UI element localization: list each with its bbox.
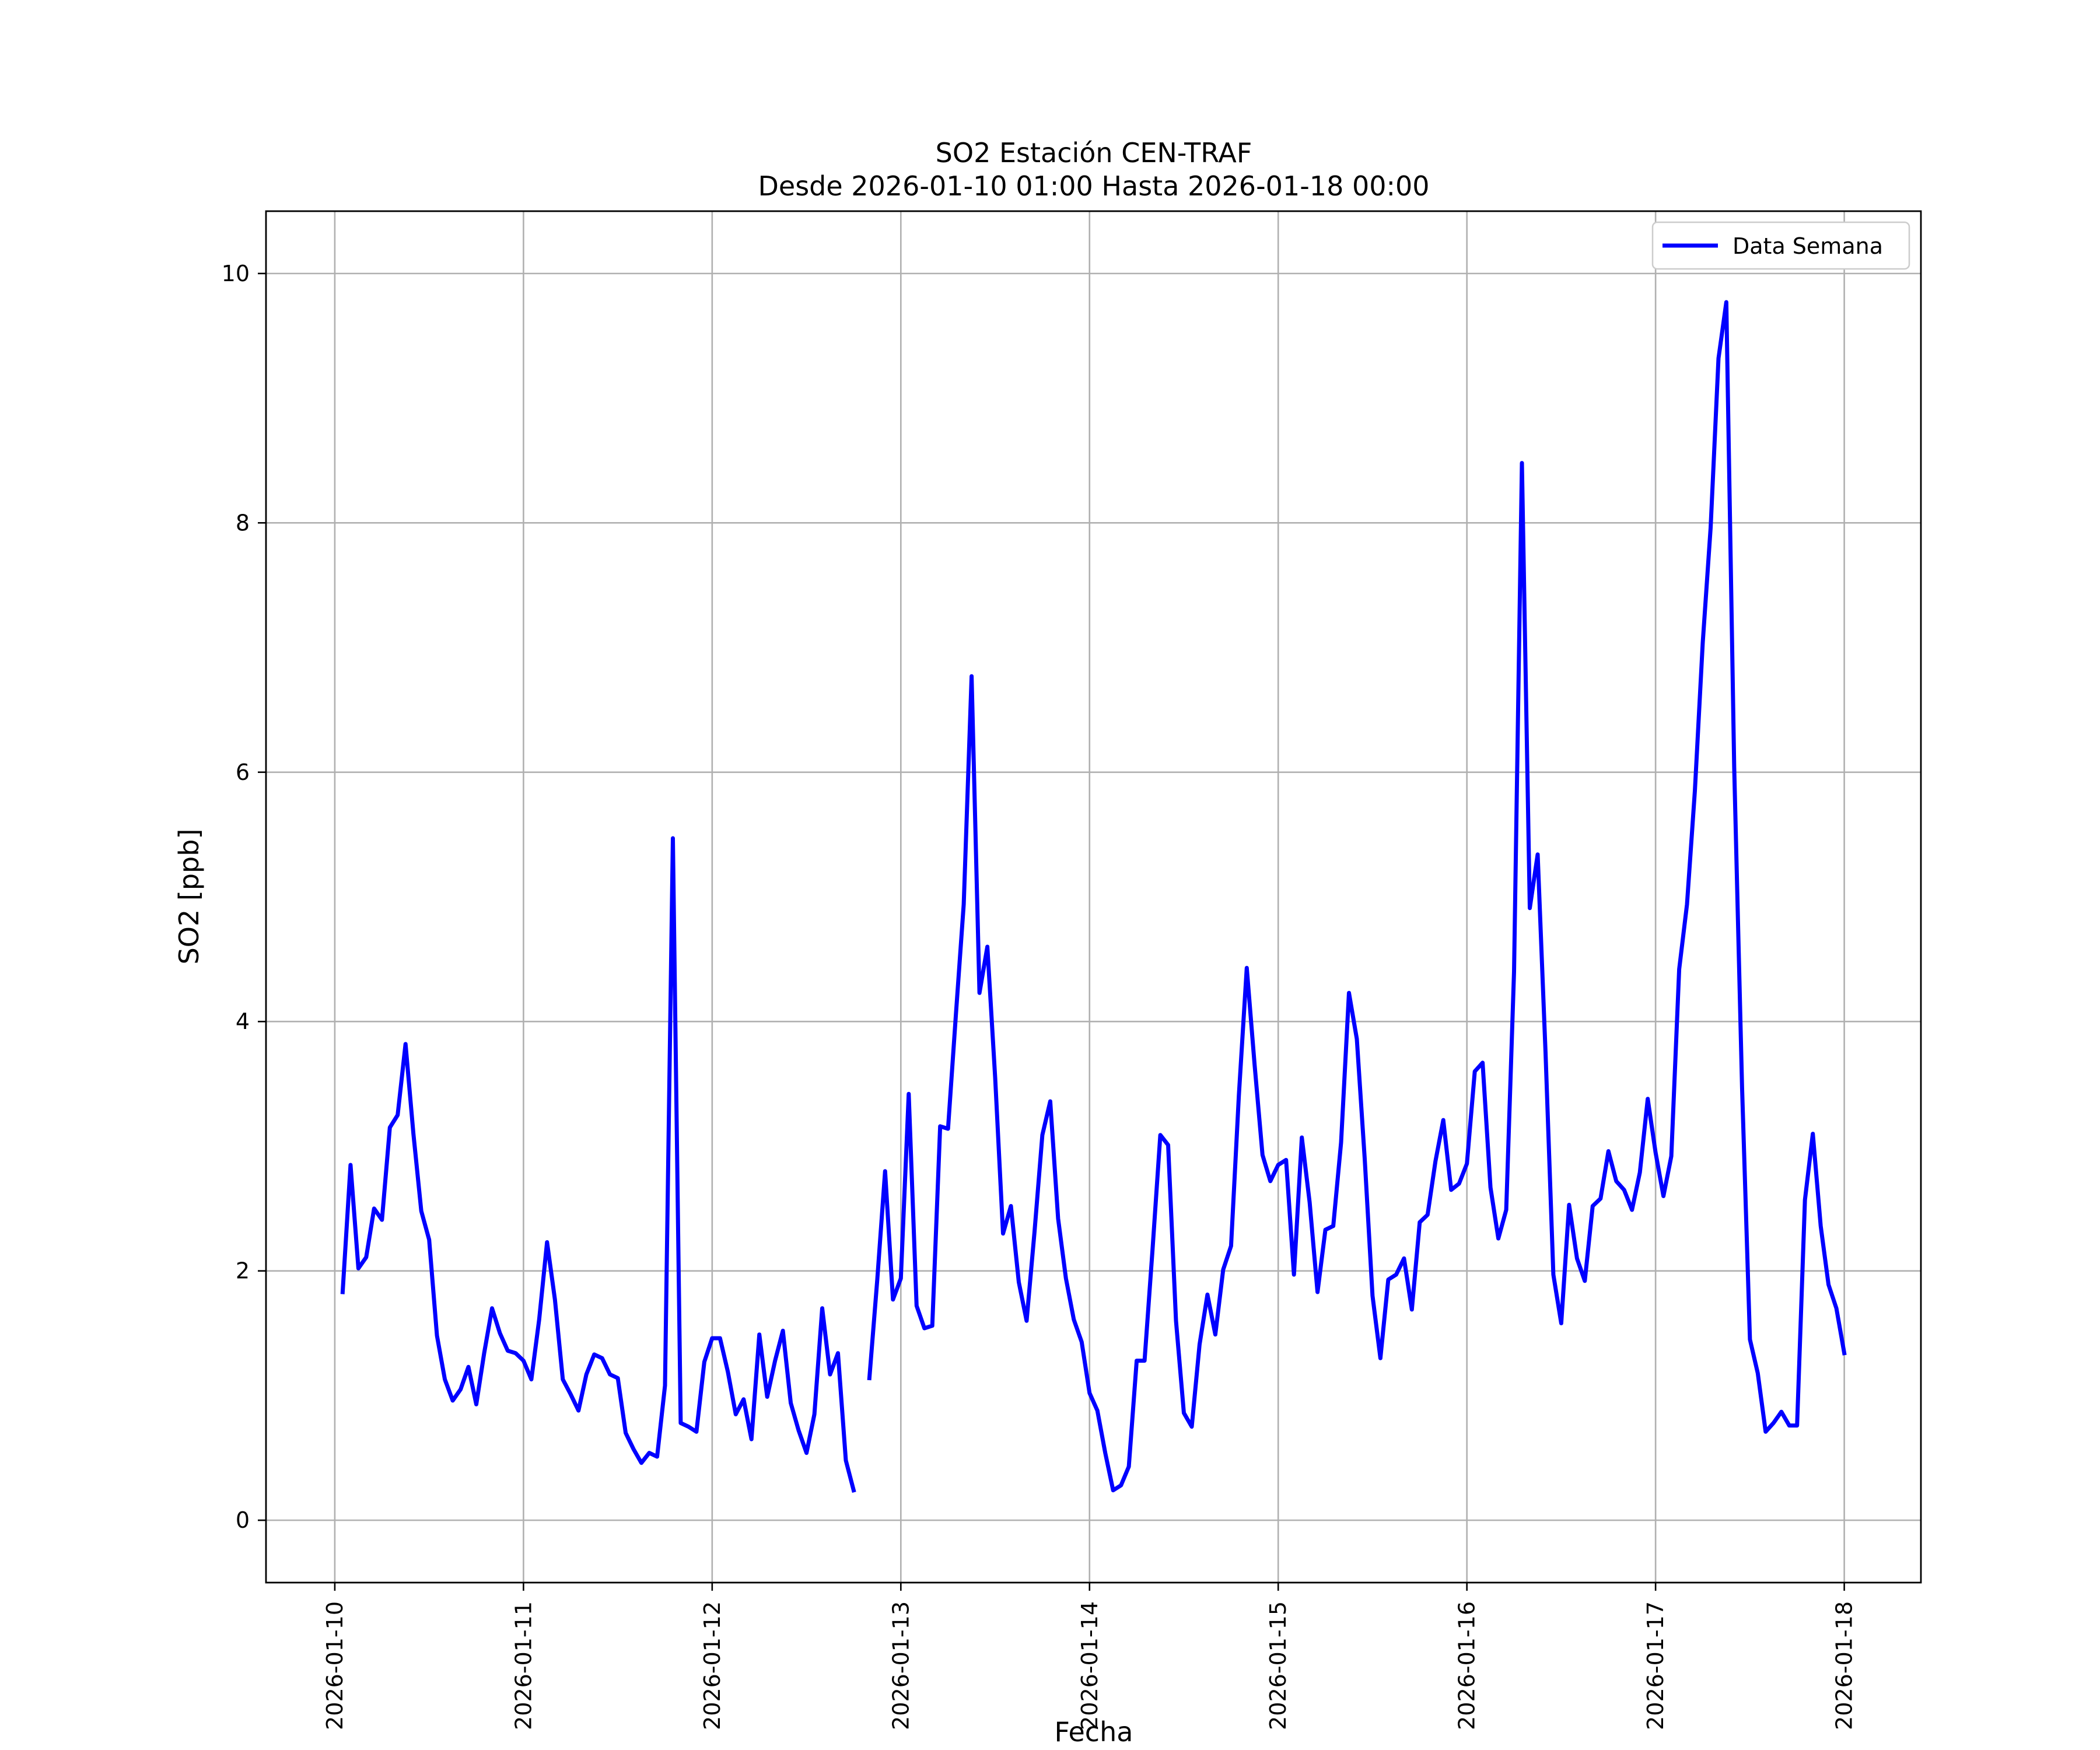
grid — [266, 211, 1921, 1583]
x-tick-label: 2026-01-13 — [888, 1601, 914, 1730]
y-axis-label: SO2 [ppb] — [173, 829, 205, 965]
x-tick-label: 2026-01-15 — [1265, 1601, 1291, 1730]
series-line — [867, 300, 1847, 1493]
y-axis: 0 2 4 6 8 10 — [222, 261, 266, 1533]
x-axis-label: Fecha — [1055, 1716, 1133, 1748]
y-tick-label: 10 — [222, 261, 250, 286]
y-tick-label: 6 — [236, 760, 250, 785]
y-tick-label: 4 — [236, 1009, 250, 1034]
plot-frame — [265, 210, 1922, 1584]
y-tick-label: 2 — [236, 1258, 250, 1284]
legend: Data Semana — [1651, 221, 1910, 270]
y-tick-label: 8 — [236, 510, 250, 536]
y-tick-label: 0 — [236, 1507, 250, 1533]
x-tick-label: 2026-01-12 — [699, 1601, 725, 1730]
chart-subtitle: Desde 2026-01-10 01:00 Hasta 2026-01-18 … — [758, 170, 1429, 202]
series-line — [340, 836, 856, 1493]
chart-title: SO2 Estación CEN-TRAF — [936, 137, 1252, 169]
x-tick-label: 2026-01-11 — [510, 1601, 536, 1730]
x-tick-label: 2026-01-16 — [1454, 1601, 1480, 1730]
x-tick-label: 2026-01-18 — [1832, 1601, 1857, 1730]
x-axis: 2026-01-10 2026-01-11 2026-01-12 2026-01-13… — [322, 1583, 1857, 1730]
legend-box — [1651, 221, 1910, 270]
legend-label: Data Semana — [1732, 233, 1883, 259]
x-tick-label: 2026-01-17 — [1643, 1601, 1668, 1730]
x-tick-label: 2026-01-10 — [322, 1601, 348, 1730]
series-lines — [340, 300, 1847, 1493]
x-tick-label: 2026-01-14 — [1077, 1601, 1102, 1730]
